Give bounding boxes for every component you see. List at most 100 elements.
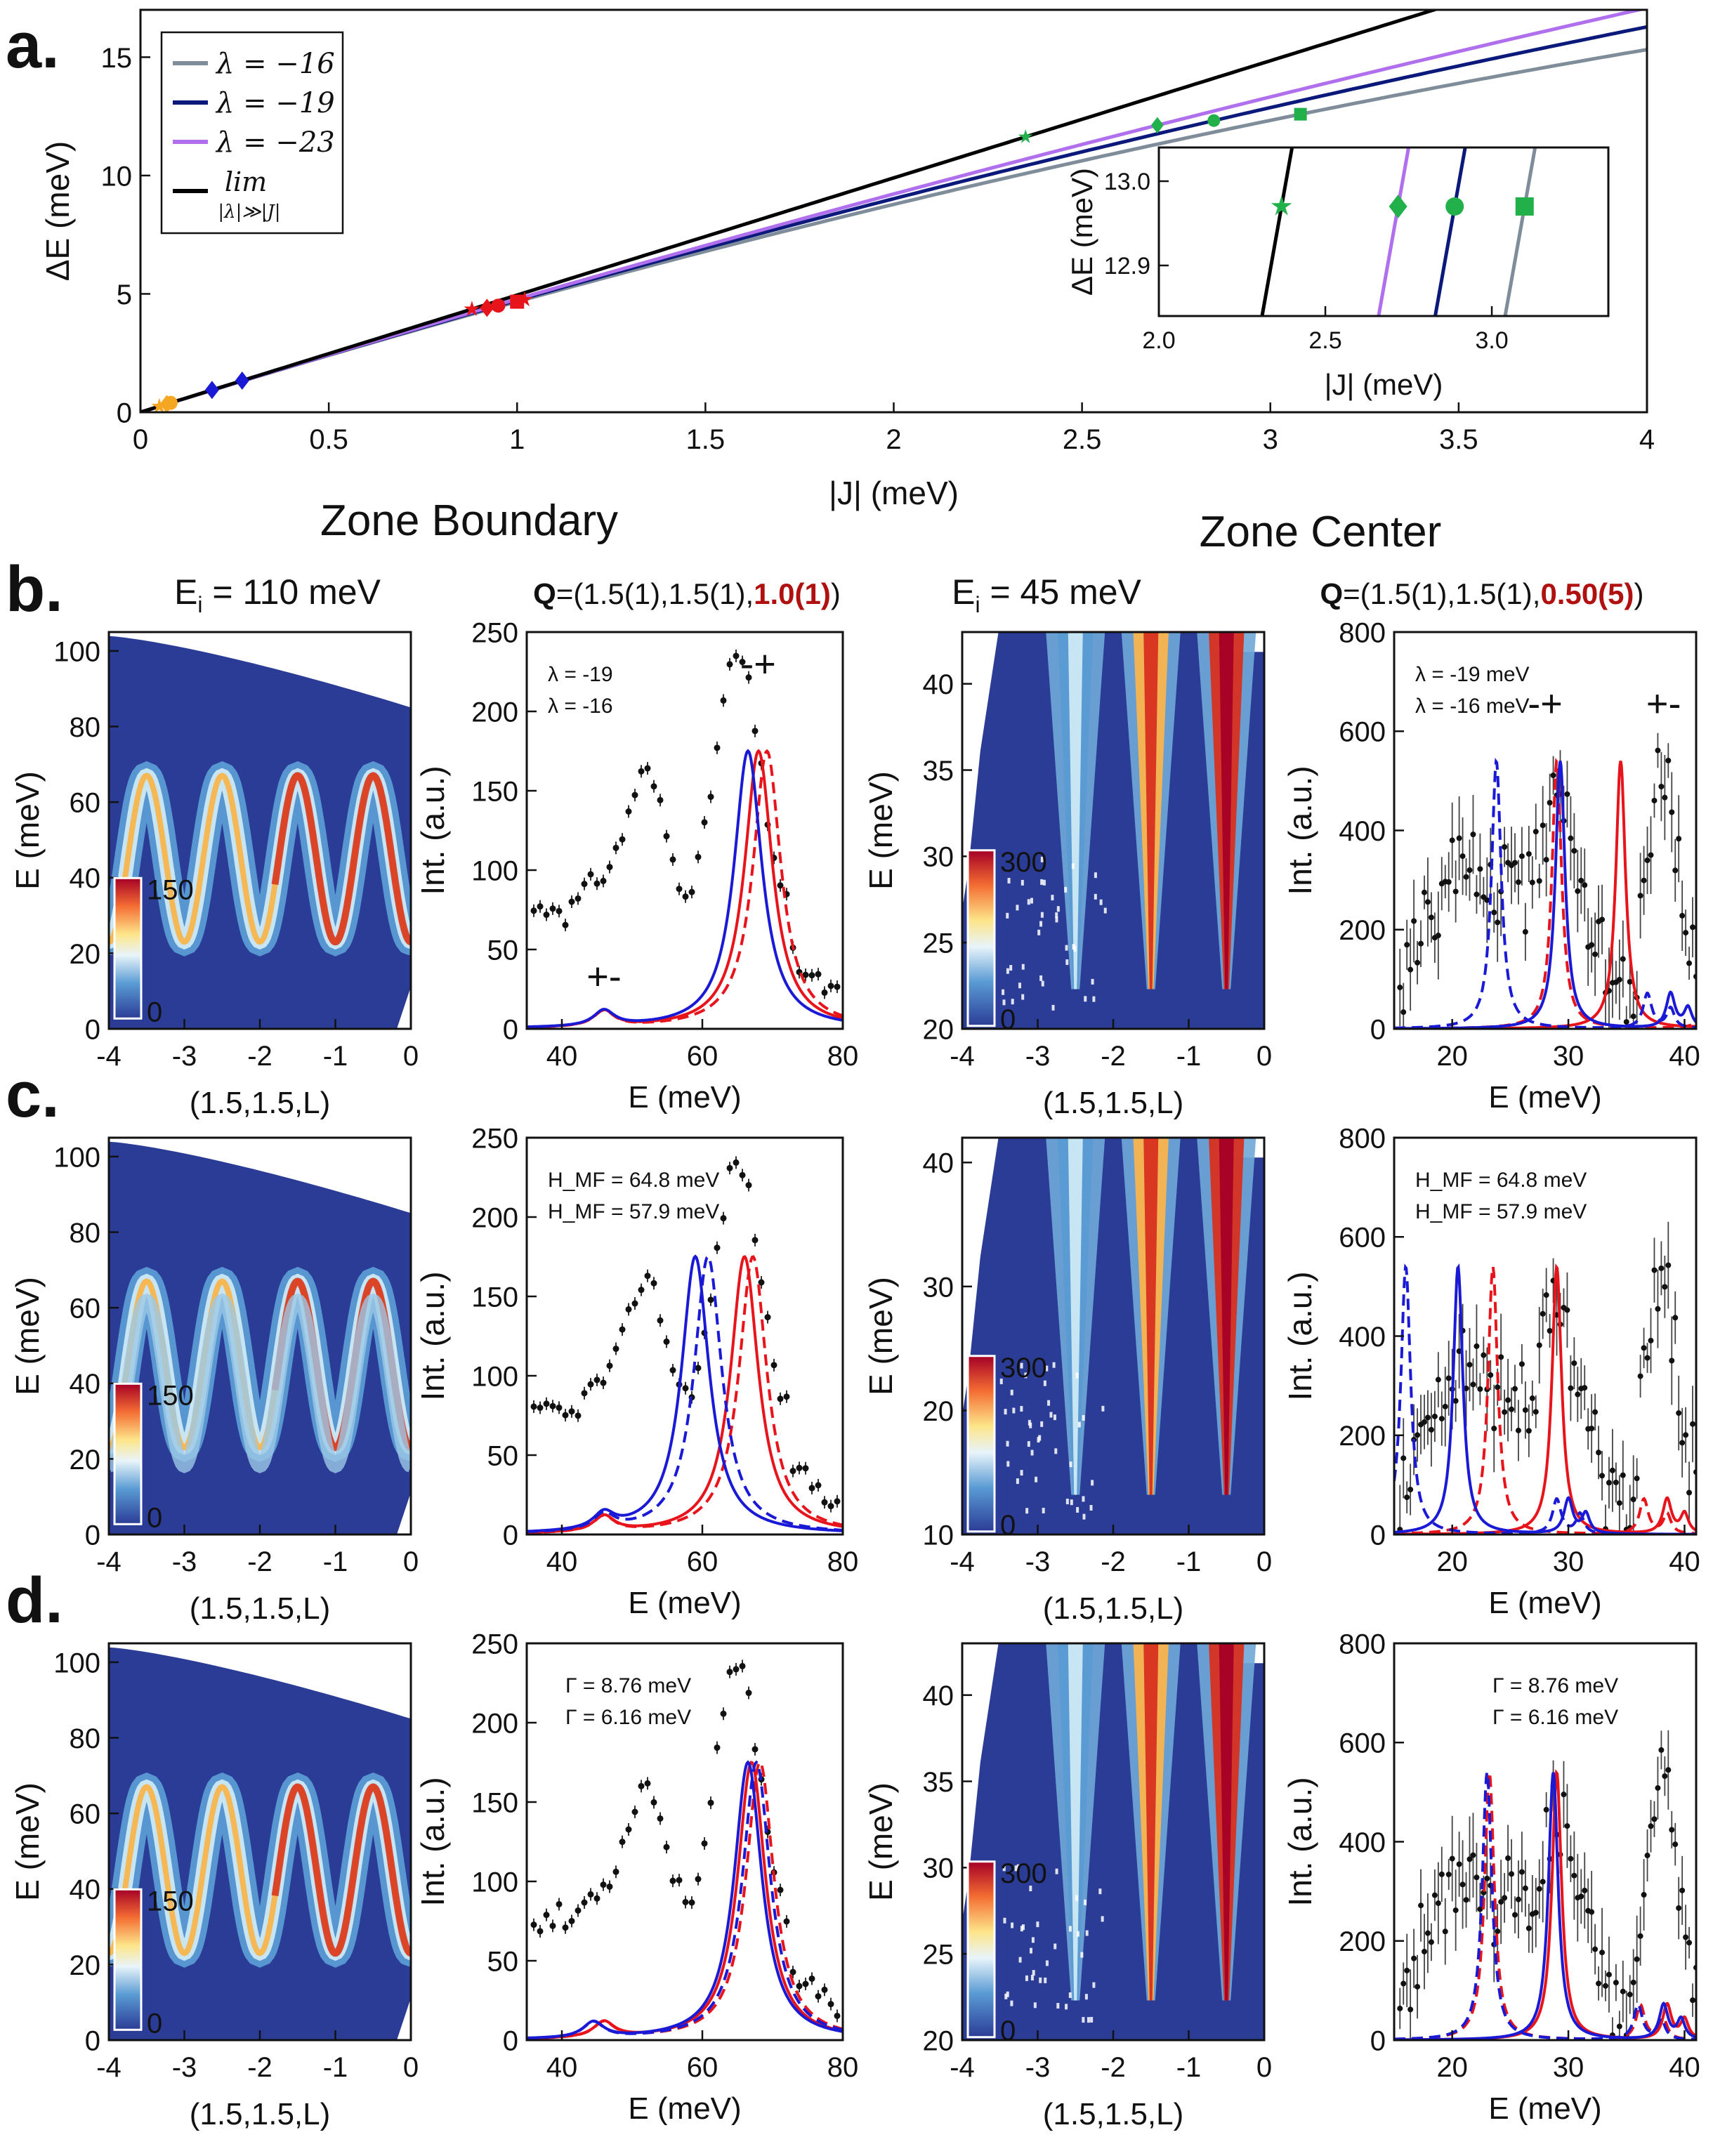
map-x-tick-label: -2 [247,2052,273,2083]
data-point [1488,1372,1494,1378]
data-point [1686,1490,1693,1496]
map-noise [1037,929,1041,935]
data-point [1641,877,1647,883]
map-noise [1042,1507,1045,1513]
data-point [1498,1899,1504,1905]
data-point [1445,1375,1452,1381]
data-point [1641,1345,1647,1351]
cut-x-tick-label: 80 [827,1041,859,1072]
map-noise [1047,1400,1051,1406]
model-curve [527,749,843,1029]
map-noise [1040,912,1044,918]
map-kinematic-limit [109,1138,411,1214]
data-point [1449,837,1455,843]
data-point [1456,1861,1462,1867]
cut-x-axis-label: E (meV) [628,1586,741,1620]
data-point [1627,1992,1633,1998]
data-point [1662,1284,1668,1290]
colorbar-max-label: 300 [1000,1858,1047,1889]
data-point [1428,1426,1434,1433]
cut-y-tick-label: 50 [487,1946,519,1977]
map-noise [1103,907,1107,914]
data-marker-green [1294,107,1307,121]
data-point [1571,1872,1577,1879]
map-noise [1072,944,1075,950]
data-point [1655,1784,1661,1791]
map-noise [1076,1931,1079,1937]
data-point [1662,1773,1668,1780]
data-point [669,856,676,863]
data-point [1518,1361,1525,1367]
data-point [556,1900,563,1907]
cut-x-axis-label: E (meV) [628,1080,741,1115]
map-noise [1092,996,1096,1002]
panel-a-x-tick-label: 2 [886,424,901,455]
model-curve [1394,1772,1696,2040]
data-point [777,1395,784,1402]
data-point [733,652,740,659]
data-point [1644,1853,1650,1859]
map-noise [1044,1977,1047,1983]
panel-a-y-axis-label: ΔE (meV) [39,141,76,281]
map-column-center [1219,1643,1234,2001]
cut-frame [525,631,844,1030]
map-noise [1032,1970,1035,1976]
map-noise [1007,878,1011,884]
data-point [587,1381,594,1388]
data-point [1662,794,1668,801]
map-noise [1020,879,1024,886]
data-point [701,1840,708,1847]
map-y-tick-label: 10 [923,1520,954,1551]
data-point [1529,879,1535,886]
map-corner [397,1492,411,1534]
data-point [575,1412,582,1419]
data-point [821,1499,828,1506]
cut-x-tick-label: 40 [546,1546,578,1577]
colorbar-min-label: 0 [147,997,162,1027]
data-point [1495,919,1501,926]
data-point [1599,1950,1606,1956]
map-x-tick-label: -3 [172,1041,197,1072]
cut-x-axis-label: E (meV) [628,2091,741,2126]
cut-y-tick-label: 200 [471,1708,518,1739]
map-noise [1075,1372,1079,1379]
map-noise [1010,1389,1013,1395]
boundary-map: -4 -3 -2 -1 0 0 20 40 60 80 100 (1.5,1.5,L) E (meV) 1… [9,1136,419,1626]
data-point [1592,1946,1599,1952]
data-point [1683,1934,1689,1940]
cut-y-tick-label: 0 [1370,2025,1386,2056]
data-point [644,1273,651,1280]
data-point [1502,1895,1508,1901]
legend-entry-red: H_MF = 64.8 meV [548,1169,719,1192]
data-point [1484,1875,1490,1881]
map-column-center [1219,632,1234,990]
map-y-tick-label: 35 [923,1767,954,1798]
map-x-axis-label: (1.5,1.5,L) [1043,1591,1184,1626]
data-point [1532,1409,1539,1415]
map-x-axis-label: (1.5,1.5,L) [190,1591,331,1626]
data-point [1690,1421,1696,1427]
data-point [726,1669,733,1676]
data-point [1505,1397,1511,1403]
cut-y-axis-label: Int. (a.u.) [1282,765,1318,895]
data-point [625,808,632,815]
map-y-tick-label: 0 [85,1014,100,1045]
map-kinematic-limit [109,1643,411,1719]
colorbar-max-label: 150 [147,1886,194,1917]
center-map-image [962,1643,1264,2040]
map-y-tick-label: 30 [923,1272,954,1303]
data-point [1589,942,1595,948]
map-noise [1040,879,1044,886]
data-point [1630,1497,1636,1503]
data-marker-green [1207,114,1221,127]
map-noise [1011,999,1014,1005]
map-noise [1025,1508,1029,1514]
cut-y-axis-label: Int. (a.u.) [414,1777,451,1906]
map-noise [1018,1957,1022,1963]
legend-entry-blue: Γ = 6.16 meV [1492,1706,1618,1729]
model-curve [527,749,843,1029]
map-noise [1016,905,1019,911]
data-point [726,1164,733,1171]
annotation-mode: +- [586,956,622,998]
